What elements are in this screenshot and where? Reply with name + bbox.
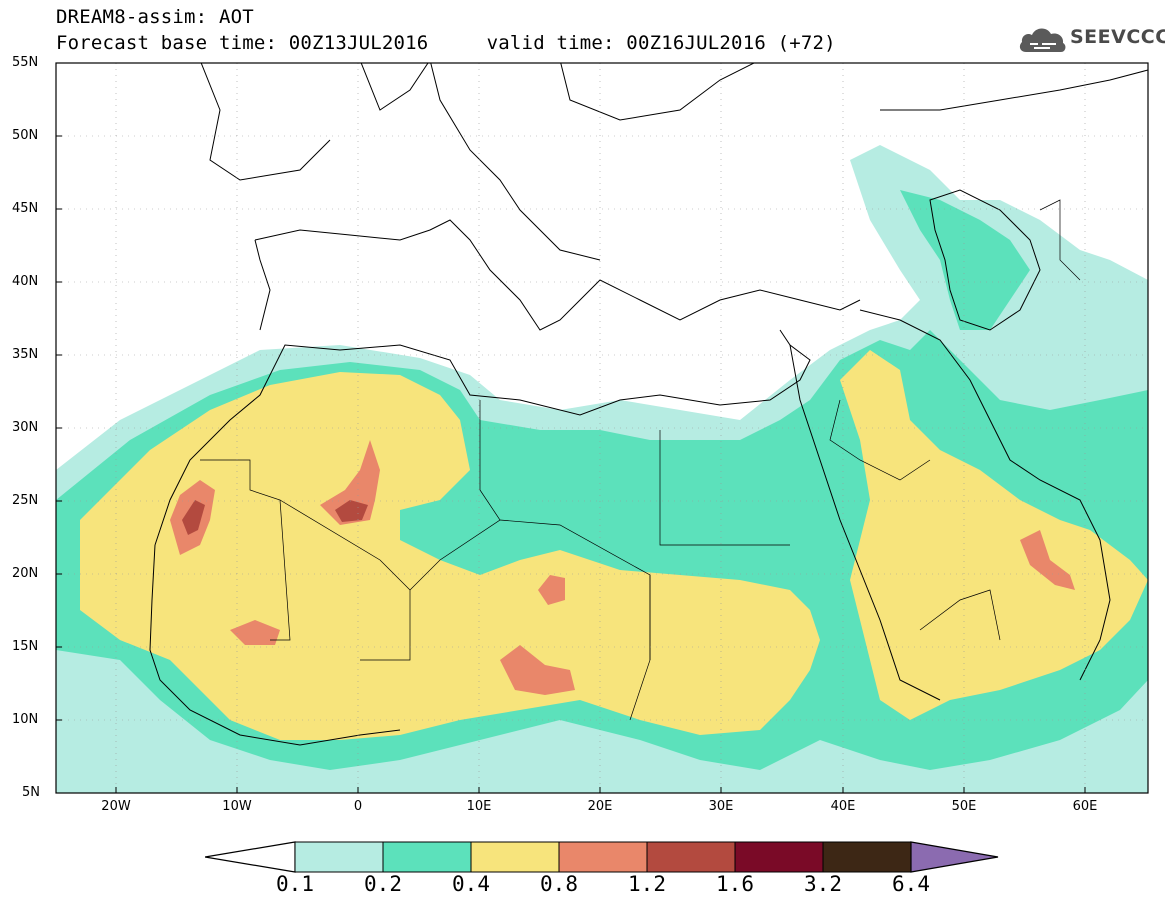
lon-label: 40E: [830, 799, 856, 814]
lon-label: 60E: [1072, 799, 1098, 814]
colorbar-low-arrow: [205, 841, 296, 873]
aot-contour-arabia: [840, 350, 1148, 720]
colorbar-segment: [734, 841, 824, 873]
colorbar-high-arrow: [910, 841, 999, 873]
lon-label: 20W: [101, 799, 131, 814]
aot-contour-caspian: [900, 190, 1030, 330]
lon-label: 20E: [587, 799, 613, 814]
lat-label: 40N: [12, 274, 39, 289]
aot-contour-0.8-tibesti: [538, 575, 565, 605]
lat-label: 35N: [12, 347, 39, 362]
lat-label: 10N: [12, 712, 39, 727]
lat-label: 15N: [12, 639, 39, 654]
logo: SEEVCCC: [1018, 22, 1165, 58]
lon-label: 0: [353, 799, 363, 814]
aot-contour-0.8-mali: [230, 620, 280, 645]
country-borders: [200, 199, 1081, 721]
colorbar-label: 6.4: [892, 872, 930, 896]
colorbar-label: 1.6: [716, 872, 754, 896]
colorbar-label: 0.1: [276, 872, 314, 896]
aot-contour-0.8-oman: [1020, 530, 1075, 590]
lat-label: 20N: [12, 566, 39, 581]
logo-text: SEEVCCC: [1070, 26, 1165, 48]
colorbar-label: 0.2: [364, 872, 402, 896]
aot-contour-0.8-central: [320, 440, 380, 525]
aot-contour-1.2: [335, 500, 368, 522]
lat-label: 25N: [12, 493, 39, 508]
chart-subtitle: Forecast base time: 00Z13JUL2016 valid t…: [56, 32, 836, 54]
coastlines: [149, 63, 1148, 746]
axis-ticks: [56, 62, 1086, 793]
lat-label: 50N: [12, 128, 39, 143]
colorbar-segment: [822, 841, 912, 873]
lon-label: 30E: [708, 799, 734, 814]
aot-contour-1.2-west: [182, 500, 205, 535]
lat-label: 30N: [12, 420, 39, 435]
colorbar-segment: [558, 841, 648, 873]
colorbar-label: 0.4: [452, 872, 490, 896]
colorbar-segment: [382, 841, 472, 873]
lat-label: 5N: [22, 785, 40, 800]
lon-label: 10W: [222, 799, 252, 814]
lat-label: 45N: [12, 201, 39, 216]
colorbar-label: 1.2: [628, 872, 666, 896]
lon-label: 10E: [466, 799, 492, 814]
aot-contour-0.8-chad: [500, 645, 575, 695]
lat-label: 55N: [12, 55, 39, 70]
cloud-icon: [1019, 28, 1066, 52]
aot-contour-0.4: [80, 372, 820, 740]
colorbar-segment: [646, 841, 736, 873]
colorbar-segment: [294, 841, 384, 873]
colorbar-segment: [470, 841, 560, 873]
colorbar-label: 3.2: [804, 872, 842, 896]
colorbar: [205, 841, 999, 873]
chart-title: DREAM8-assim: AOT: [56, 6, 254, 28]
lon-label: 50E: [951, 799, 977, 814]
gridlines: [56, 63, 1148, 793]
colorbar-label: 0.8: [540, 872, 578, 896]
